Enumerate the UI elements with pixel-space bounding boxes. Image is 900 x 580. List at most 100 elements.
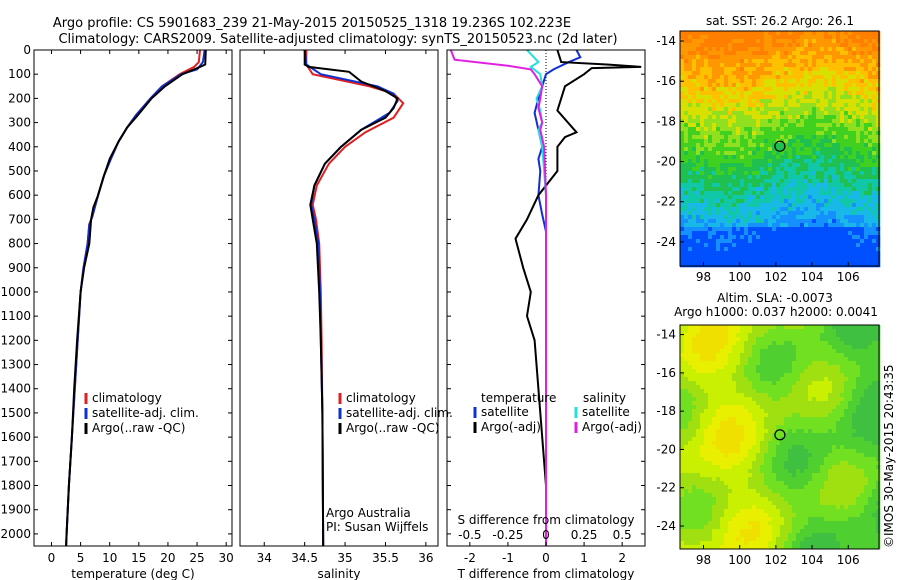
legend-label: satellite-adj. clim. <box>92 406 199 420</box>
y-tick-label: 2000 <box>0 527 31 541</box>
series-line-1 <box>65 50 201 546</box>
x-tick-label: 106 <box>837 270 860 284</box>
top-tick-label: 0 <box>542 528 550 542</box>
map-frame <box>679 30 880 267</box>
title-line-1: Argo profile: CS 5901683_239 21-May-2015… <box>53 16 571 31</box>
heatmap-cells <box>680 31 881 268</box>
x-tick-label: 30 <box>219 551 234 565</box>
y-tick-label: 700 <box>8 212 31 226</box>
y-tick-label: -16 <box>656 74 676 88</box>
y-tick-label: -24 <box>656 519 676 533</box>
x-tick-label: 1 <box>580 551 588 565</box>
top-axis-label: S difference from climatology <box>458 513 635 527</box>
heatmap-cells <box>680 325 881 550</box>
legend-label: climatology <box>92 391 162 405</box>
x-axis-label: temperature (deg C) <box>71 567 194 580</box>
credit-label: Argo Australia <box>326 506 411 520</box>
legend-title: salinity <box>583 391 626 405</box>
legend-label: Argo(..raw -QC) <box>346 421 439 435</box>
y-tick-label: 200 <box>8 91 31 105</box>
x-tick-label: 10 <box>102 551 117 565</box>
pi-label: PI: Susan Wijffels <box>326 520 428 534</box>
x-tick-label: 35.5 <box>372 551 399 565</box>
x-axis-label: T difference from climatology <box>457 567 635 580</box>
legend-label: satellite <box>481 405 529 419</box>
temperature-panel: 0 5 10 15 20 25 300100200300400500600700800900… <box>0 43 233 580</box>
y-tick-label: 1700 <box>0 454 31 468</box>
y-tick-label: 600 <box>8 188 31 202</box>
y-tick-label: -14 <box>656 34 676 48</box>
y-tick-label: 1900 <box>0 503 31 517</box>
sla-title: Altim. SLA: -0.0073 <box>717 291 833 305</box>
y-tick-label: -20 <box>656 155 676 169</box>
legend-label: satellite <box>582 405 630 419</box>
x-tick-label: 5 <box>77 551 85 565</box>
y-tick-label: -18 <box>656 404 676 418</box>
sst-title: sat. SST: 26.2 Argo: 26.1 <box>706 14 854 28</box>
plot-frame <box>33 49 233 547</box>
legend-label: Argo(-adj) <box>582 420 642 434</box>
top-tick-label: -0.5 <box>458 528 481 542</box>
y-tick-label: 100 <box>8 67 31 81</box>
series-line-2 <box>514 50 642 546</box>
series-lines <box>449 50 642 546</box>
x-tick-label: -2 <box>464 551 476 565</box>
x-tick-label: 0 <box>542 551 550 565</box>
y-tick-label: -14 <box>656 328 676 342</box>
sst-map-panel: 98 100 102 104 106 -14 -16 -18 -20 -22 -24 sat. SST… <box>656 14 881 284</box>
y-tick-label: 900 <box>8 261 31 275</box>
x-tick-label: 34.5 <box>291 551 318 565</box>
y-tick-label: 300 <box>8 116 31 130</box>
top-tick-label: 0.5 <box>613 528 632 542</box>
x-axis-label: salinity <box>317 567 360 580</box>
difference-panel: -2 -1 0 1 2 -0.5 -0.25 0 0.25 0.5S difference fro… <box>446 49 646 580</box>
y-tick-label: 500 <box>8 164 31 178</box>
top-tick-label: 0.25 <box>571 528 598 542</box>
x-tick-label: 35 <box>337 551 352 565</box>
x-tick-label: 100 <box>728 270 751 284</box>
top-tick-label: -0.25 <box>492 528 523 542</box>
y-tick-label: 1300 <box>0 358 31 372</box>
y-tick-label: -20 <box>656 442 676 456</box>
x-tick-label: 36 <box>418 551 433 565</box>
x-tick-label: 104 <box>801 553 824 567</box>
legend-title: temperature <box>481 391 556 405</box>
x-tick-label: 25 <box>189 551 204 565</box>
legend-label: Argo(..raw -QC) <box>92 421 185 435</box>
series-lines <box>65 50 207 546</box>
series-line-4 <box>449 50 547 546</box>
y-tick-label: -22 <box>656 481 676 495</box>
y-tick-label: 400 <box>8 140 31 154</box>
series-lines <box>303 50 405 546</box>
x-tick-label: 15 <box>131 551 146 565</box>
x-tick-label: -1 <box>502 551 514 565</box>
x-tick-label: 102 <box>764 270 787 284</box>
y-tick-label: 0 <box>23 43 31 57</box>
x-tick-label: 104 <box>801 270 824 284</box>
y-tick-label: 1200 <box>0 333 31 347</box>
x-tick-label: 100 <box>728 553 751 567</box>
x-tick-label: 98 <box>696 270 711 284</box>
legend-label: satellite-adj. clim. <box>346 406 453 420</box>
sla-map-panel: 98 100 102 104 106 -14 -16 -18 -20 -22 -24 Altim. S… <box>656 291 881 567</box>
y-tick-label: 1000 <box>0 285 31 299</box>
y-tick-label: 1600 <box>0 430 31 444</box>
x-tick-label: 102 <box>764 553 787 567</box>
y-tick-label: -18 <box>656 114 676 128</box>
y-tick-label: -22 <box>656 195 676 209</box>
legend-label: Argo(-adj) <box>481 420 541 434</box>
x-tick-label: 98 <box>696 553 711 567</box>
series-line-3 <box>303 50 399 546</box>
sla-subtitle: Argo h1000: 0.037 h2000: 0.0041 <box>674 305 878 319</box>
x-tick-label: 106 <box>837 553 860 567</box>
legend-label: climatology <box>346 391 416 405</box>
y-tick-label: 800 <box>8 237 31 251</box>
series-line-1 <box>533 50 582 546</box>
timestamp-label: ©IMOS 30-May-2015 20:43:35 <box>882 364 896 548</box>
x-tick-label: 2 <box>618 551 626 565</box>
y-tick-label: 1500 <box>0 406 31 420</box>
x-tick-label: 34 <box>257 551 272 565</box>
y-tick-label: 1800 <box>0 479 31 493</box>
salinity-panel: 34 34.5 35 35.5 36 salinity climatologysatelli… <box>239 49 453 580</box>
